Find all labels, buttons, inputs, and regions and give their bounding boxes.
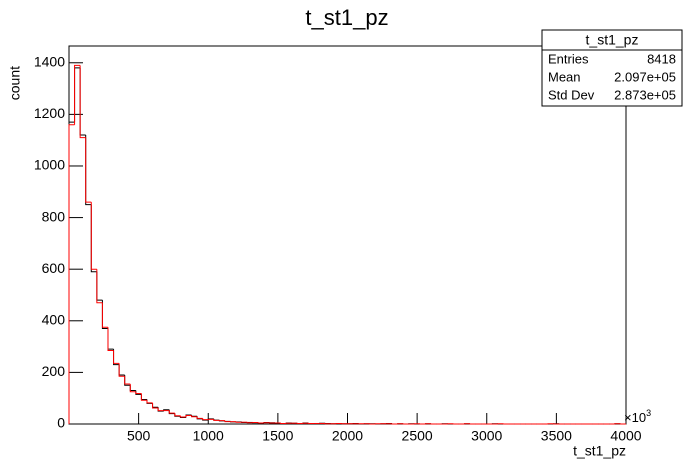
histogram-bin [146, 400, 153, 404]
histogram-bin [135, 391, 142, 395]
histogram-bin [191, 415, 198, 418]
histogram-bin [140, 393, 147, 401]
y-tick-label: 1200 [34, 105, 65, 121]
y-tick-label: 200 [42, 363, 66, 379]
histogram-bin [85, 135, 92, 206]
x-axis-label: t_st1_pz [573, 443, 626, 459]
histogram-bin [168, 410, 175, 414]
histogram-bin [101, 300, 108, 330]
histogram-bin [179, 415, 186, 418]
stats-label: Entries [548, 51, 589, 66]
histogram-bin [152, 403, 159, 408]
histogram-bin [96, 269, 103, 304]
histogram-bin [140, 394, 147, 400]
y-tick-label: 800 [42, 208, 66, 224]
histogram-bin [85, 137, 92, 203]
histogram-bin [96, 271, 103, 301]
histogram-bin [157, 408, 164, 412]
stats-box: t_st1_pz [541, 29, 683, 107]
histogram-bin [185, 414, 192, 418]
histogram-bin [280, 422, 287, 424]
y-axis-label: count [7, 66, 23, 100]
histogram-bin [224, 420, 231, 423]
y-tick-label: 1400 [34, 53, 65, 69]
stats-value: 2.873e+05 [614, 87, 676, 102]
stats-value: 8418 [647, 51, 676, 66]
histogram-bin [129, 385, 136, 391]
histogram-bin [79, 67, 86, 136]
histogram-bin [74, 64, 81, 125]
x-tick-label: 1000 [193, 428, 224, 444]
histogram-bin [90, 204, 97, 273]
histogram-bin [257, 422, 264, 424]
histogram-bin [118, 363, 125, 377]
y-tick-label: 400 [42, 311, 66, 327]
x-tick-label: 3500 [541, 428, 572, 444]
x-multiplier-base: ×10 [624, 410, 646, 425]
histogram-bin [113, 350, 120, 364]
stats-title: t_st1_pz [586, 32, 639, 48]
x-multiplier: ×103 [624, 408, 651, 425]
histogram-bin [246, 422, 253, 424]
histogram-bin [174, 413, 181, 417]
histogram-bin [124, 376, 131, 385]
stats-label: Mean [548, 69, 581, 84]
stats-label: Std Dev [548, 87, 595, 102]
histogram-bin [213, 419, 220, 421]
chart-title: t_st1_pz [305, 5, 388, 30]
histogram-bin [68, 124, 75, 424]
x-tick-label: 2500 [402, 428, 433, 444]
histogram-bin [68, 121, 75, 424]
x-tick-label: 2000 [332, 428, 363, 444]
histogram-series [68, 67, 626, 425]
histogram-bin [107, 328, 114, 350]
histogram-bin [191, 414, 198, 417]
y-tick-label: 0 [57, 415, 65, 431]
stats-frame [541, 29, 683, 107]
histogram-bin [235, 421, 242, 423]
histogram-bin [202, 418, 209, 421]
histogram-bin [107, 327, 114, 351]
histogram-bin [196, 416, 203, 419]
x-tick-label: 4000 [610, 428, 641, 444]
histogram-bin [113, 349, 120, 366]
histogram-bin [90, 202, 97, 270]
x-tick-label: 500 [127, 428, 151, 444]
histogram-bin [152, 402, 159, 409]
stats-value: 2.097e+05 [614, 69, 676, 84]
x-tick-label: 1500 [262, 428, 293, 444]
histogram-bin [79, 65, 86, 139]
y-tick-label: 600 [42, 260, 66, 276]
x-tick-label: 3000 [471, 428, 502, 444]
y-tick-label: 1000 [34, 157, 65, 173]
histogram-bin [129, 384, 136, 393]
x-multiplier-exponent: 3 [646, 408, 651, 418]
histogram-bin [101, 302, 108, 328]
histogram-bin [118, 364, 125, 376]
histogram-series [68, 64, 626, 425]
